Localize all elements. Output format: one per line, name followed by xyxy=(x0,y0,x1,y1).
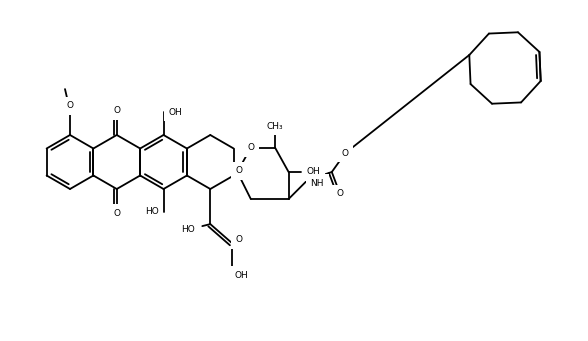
Text: HO: HO xyxy=(182,225,195,234)
Text: HO: HO xyxy=(145,207,159,217)
Text: O: O xyxy=(248,143,254,152)
Text: OH: OH xyxy=(169,107,182,117)
Text: CH₃: CH₃ xyxy=(267,122,283,131)
Text: O: O xyxy=(235,236,242,244)
Text: O: O xyxy=(113,106,121,115)
Text: O: O xyxy=(342,149,349,158)
Text: O: O xyxy=(66,101,74,110)
Text: O: O xyxy=(113,209,121,218)
Text: OH: OH xyxy=(306,167,320,177)
Text: OH: OH xyxy=(235,271,249,280)
Text: NH: NH xyxy=(310,179,324,188)
Text: O: O xyxy=(236,166,243,175)
Text: O: O xyxy=(336,189,343,198)
